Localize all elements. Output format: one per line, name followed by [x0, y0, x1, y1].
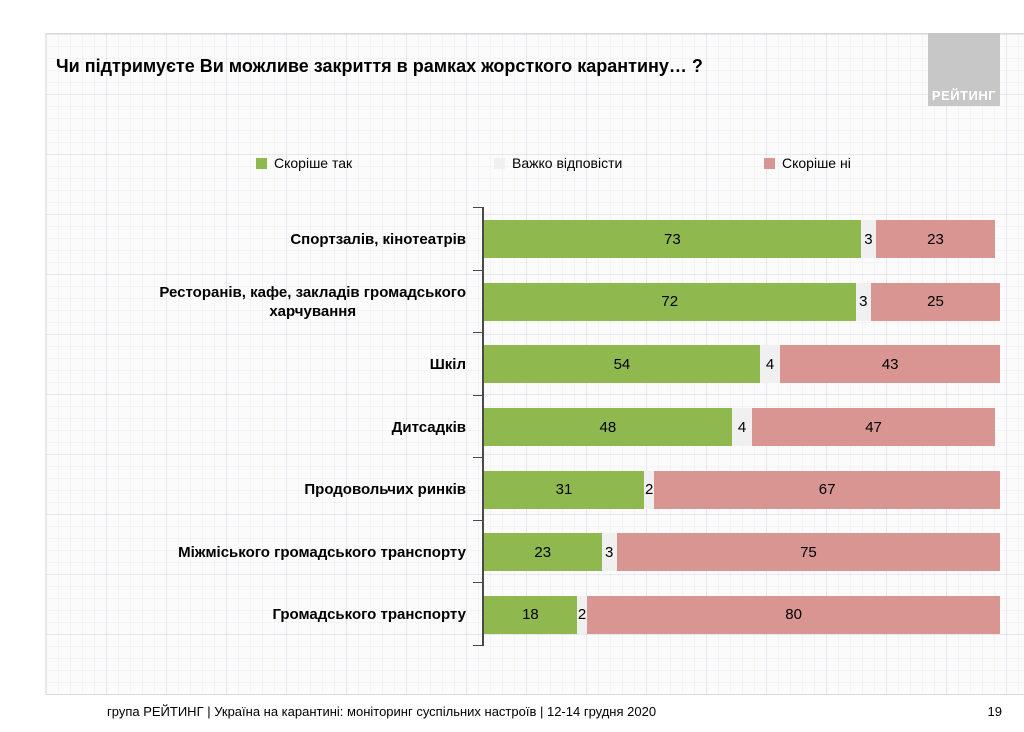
bar-segment-no: 75	[616, 533, 1000, 572]
page-title: Чи підтримуєте Ви можливе закриття в рам…	[56, 56, 703, 76]
bar-segment-dk: 2	[576, 595, 588, 634]
stacked-bar: 73 3 23	[484, 220, 1000, 259]
bar-segment-no: 80	[587, 595, 1000, 634]
category-label-slot: Продовольчих ринків	[46, 458, 475, 521]
category-label-slot: Шкіл	[46, 333, 475, 396]
category-label-slot: Дитсадків	[46, 396, 475, 459]
bar-value-label: 3	[859, 293, 868, 311]
bar-segment-no: 43	[780, 345, 1000, 384]
bar-value-label: 4	[765, 355, 775, 373]
bar-row: 31 2 67	[484, 458, 1000, 521]
bar-segment-yes: 54	[484, 345, 760, 384]
axis-tick	[473, 645, 484, 646]
legend-swatch-no	[764, 157, 775, 169]
bar-segment-dk: 2	[643, 470, 655, 509]
category-label: Міжміського громадського транспорту	[178, 543, 466, 561]
bar-value-label: 80	[785, 606, 802, 624]
bar-value-label: 72	[661, 293, 679, 311]
bar-segment-dk: 3	[860, 220, 877, 259]
bar-row: 18 2 80	[484, 583, 1000, 646]
bar-value-label: 48	[599, 418, 617, 436]
bar-segment-dk: 4	[731, 408, 753, 447]
bar-value-label: 75	[800, 543, 817, 561]
stacked-bar: 23 3 75	[484, 533, 1000, 572]
bar-segment-yes: 72	[484, 282, 856, 321]
legend-label-yes: Скоріше так	[274, 155, 353, 171]
plot-area: 73 3 23 72 3 25 54 4 43 48 4 47 31 2 67 23 3 75 18 2 80	[473, 207, 1000, 646]
category-labels: Спортзалів, кінотеатрів Ресторанів, кафе,…	[46, 208, 475, 646]
category-label: Громадського транспорту	[272, 606, 466, 624]
bar-value-label: 4	[737, 418, 747, 436]
legend-swatch-hard-to-say	[494, 157, 505, 169]
axis-tick	[473, 207, 484, 208]
bar-row: 48 4 47	[484, 396, 1000, 459]
legend-label-hard-to-say: Важко відповісти	[512, 155, 623, 171]
slide-content-area: Чи підтримуєте Ви можливе закриття в рам…	[45, 33, 1024, 695]
category-label: Спортзалів, кінотеатрів	[290, 230, 466, 248]
bar-segment-no: 23	[876, 220, 995, 259]
category-label-slot: Спортзалів, кінотеатрів	[46, 208, 475, 271]
bar-value-label: 3	[864, 230, 873, 248]
page-number: 19	[987, 704, 1002, 719]
category-label-slot: Міжміського громадського транспорту	[46, 521, 475, 584]
bar-row: 54 4 43	[484, 333, 1000, 396]
bar-value-label: 2	[644, 481, 654, 499]
bar-segment-yes: 48	[484, 408, 732, 447]
bar-value-label: 31	[555, 481, 573, 499]
stacked-bar: 54 4 43	[484, 345, 1000, 384]
bar-value-label: 3	[604, 543, 614, 561]
axis-tick	[473, 582, 484, 584]
bar-value-label: 25	[927, 293, 944, 311]
bar-segment-yes: 73	[484, 220, 861, 259]
legend-item-yes: Скоріше так	[256, 155, 352, 171]
bar-value-label: 43	[881, 355, 899, 373]
bar-row: 23 3 75	[484, 521, 1000, 584]
category-label: Шкіл	[429, 355, 466, 373]
bar-segment-no: 67	[654, 470, 1000, 509]
category-label: Ресторанів, кафе, закладів громадського …	[159, 283, 466, 320]
bar-segment-no: 25	[870, 282, 1000, 321]
legend-item-hard-to-say: Важко відповісти	[494, 155, 622, 171]
rating-logo-text: РЕЙТИНГ	[931, 88, 997, 103]
legend-swatch-yes	[256, 157, 267, 169]
category-label-slot: Громадського транспорту	[46, 583, 475, 646]
bar-value-label: 73	[663, 230, 681, 248]
bar-segment-dk: 3	[601, 533, 617, 572]
bar-row: 72 3 25	[484, 271, 1000, 334]
category-label-slot: Ресторанів, кафе, закладів громадського …	[46, 271, 475, 334]
bar-segment-no: 47	[752, 408, 995, 447]
bar-value-label: 23	[534, 543, 552, 561]
bar-value-label: 47	[865, 418, 882, 436]
rating-logo: РЕЙТИНГ	[928, 33, 1000, 106]
bar-value-label: 2	[577, 606, 587, 624]
axis-tick	[473, 332, 484, 334]
axis-tick	[473, 457, 484, 459]
stacked-bar: 18 2 80	[484, 595, 1000, 634]
bar-value-label: 54	[613, 355, 631, 373]
stacked-bar: 48 4 47	[484, 408, 1000, 447]
stacked-bar: 31 2 67	[484, 470, 1000, 509]
bar-value-label: 67	[818, 481, 836, 499]
axis-tick	[473, 269, 484, 271]
axis-tick	[473, 394, 484, 396]
bar-value-label: 23	[927, 230, 944, 248]
bar-segment-dk: 4	[759, 345, 781, 384]
category-label: Продовольчих ринків	[304, 481, 466, 499]
footer-source: група РЕЙТИНГ | Україна на карантині: мо…	[107, 704, 657, 719]
bar-segment-dk: 3	[855, 282, 871, 321]
legend-label-no: Скоріше ні	[782, 155, 851, 171]
axis-tick	[473, 519, 484, 521]
bar-segment-yes: 18	[484, 595, 577, 634]
stacked-bar: 72 3 25	[484, 282, 1000, 321]
legend-item-no: Скоріше ні	[764, 155, 851, 171]
bar-segment-yes: 31	[484, 470, 644, 509]
bar-row: 73 3 23	[484, 208, 1000, 271]
bar-segment-yes: 23	[484, 533, 602, 572]
bar-value-label: 18	[522, 606, 539, 624]
category-label: Дитсадків	[391, 418, 466, 436]
